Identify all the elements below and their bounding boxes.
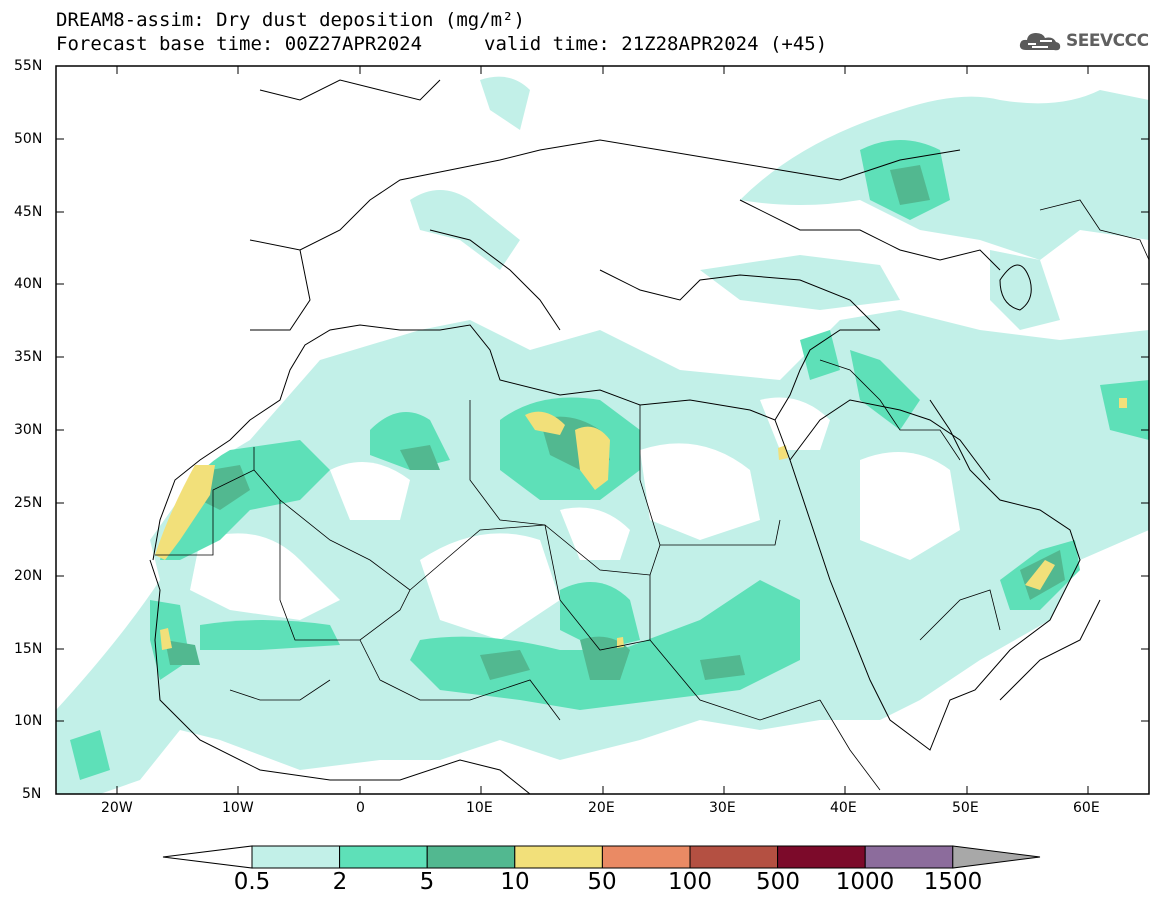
lat-label: 5N (22, 786, 42, 802)
lon-label: 0 (356, 800, 365, 816)
seevccc-logo: SEEVCCC (1018, 28, 1149, 54)
colorbar-label: 500 (756, 869, 800, 895)
colorbar-label: 0.5 (233, 869, 271, 895)
colorbar-label: 1500 (923, 869, 983, 895)
dust-fields (56, 76, 1149, 794)
colorbar-bin (864, 845, 954, 869)
colorbar-label: 2 (332, 869, 348, 895)
lat-label: 15N (14, 641, 43, 657)
lat-label: 50N (14, 131, 43, 147)
colorbar-label: 1000 (835, 869, 895, 895)
forecast-base-time: Forecast base time: 00Z27APR2024 (56, 33, 423, 55)
colorbar-bin (601, 845, 691, 869)
colorbar-bin (689, 845, 779, 869)
lat-label: 45N (14, 204, 43, 220)
lon-label: 10E (466, 800, 493, 816)
logo-text: SEEVCCC (1066, 31, 1149, 51)
colorbar-bin (339, 845, 428, 869)
lat-label: 30N (14, 422, 43, 438)
map-area (56, 66, 1149, 794)
lon-label: 60E (1073, 800, 1100, 816)
lon-label: 30E (709, 800, 736, 816)
lat-label: 10N (14, 713, 43, 729)
lon-label: 40E (830, 800, 857, 816)
lon-label: 50E (952, 800, 979, 816)
colorbar-label: 100 (668, 869, 712, 895)
colorbar-label: 10 (500, 869, 530, 895)
lon-label: 20E (588, 800, 615, 816)
lat-label: 25N (14, 495, 43, 511)
colorbar-bin (251, 845, 341, 869)
colorbar-bin (426, 845, 516, 869)
lon-label: 20W (101, 800, 133, 816)
map-title: DREAM8-assim: Dry dust deposition (mg/m²… (56, 9, 525, 31)
colorbar-bin (777, 845, 866, 869)
colorbar (162, 845, 1041, 869)
lat-label: 40N (14, 276, 43, 292)
lon-label: 10W (222, 800, 254, 816)
colorbar-bin (514, 845, 603, 869)
lon-ticks (116, 66, 1089, 794)
lat-label: 35N (14, 349, 43, 365)
colorbar-under-triangle (162, 845, 253, 869)
lat-ticks (56, 65, 1149, 722)
colorbar-label: 5 (419, 869, 435, 895)
valid-time: valid time: 21Z28APR2024 (+45) (484, 33, 828, 55)
country-borders (155, 199, 1149, 791)
colorbar-over-triangle (952, 845, 1041, 869)
colorbar-label: 50 (587, 869, 617, 895)
lat-label: 20N (14, 568, 43, 584)
lat-label: 55N (14, 58, 43, 74)
cloud-icon (1019, 33, 1061, 51)
coastlines (149, 79, 1101, 794)
